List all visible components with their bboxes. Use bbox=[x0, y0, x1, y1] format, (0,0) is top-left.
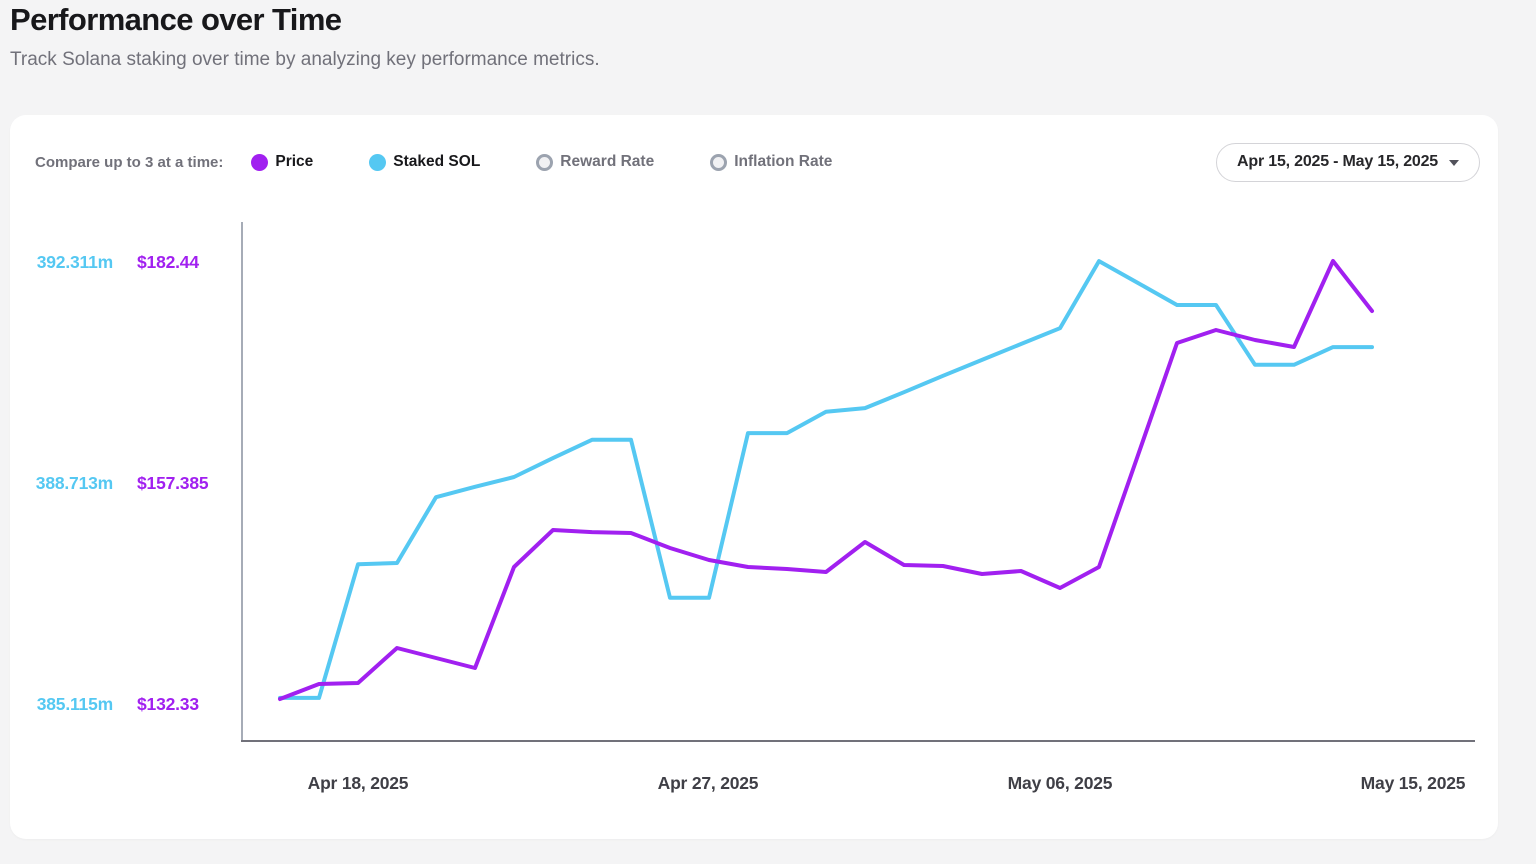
x-tick-apr-27: Apr 27, 2025 bbox=[657, 773, 759, 793]
staked-sol-legend-dot-icon bbox=[369, 153, 387, 171]
x-tick-may-06: May 06, 2025 bbox=[1007, 773, 1113, 793]
line-chart bbox=[241, 222, 1475, 742]
reward-rate-legend-ring-icon bbox=[536, 153, 554, 171]
metric-label-reward-rate: Reward Rate bbox=[560, 153, 655, 170]
y-label-price-max: $182.44 bbox=[137, 252, 199, 272]
metric-toggle-staked-sol[interactable]: Staked SOL bbox=[369, 153, 480, 171]
y-label-staked-max: 392.311m bbox=[36, 252, 113, 272]
metric-toggle-inflation-rate[interactable]: Inflation Rate bbox=[710, 153, 832, 171]
metric-label-staked-sol: Staked SOL bbox=[393, 153, 481, 170]
y-axis-labels-mid: 388.713m $157.385 bbox=[33, 473, 253, 495]
date-range-selector[interactable]: Apr 15, 2025 - May 15, 2025 bbox=[1216, 142, 1480, 182]
chevron-down-icon bbox=[1449, 160, 1459, 166]
staked-sol-line bbox=[278, 259, 1374, 700]
metric-legend: Price Staked SOL Reward Rate Inflation R… bbox=[251, 153, 832, 171]
metric-label-inflation-rate: Inflation Rate bbox=[734, 153, 833, 170]
metric-toggle-reward-rate[interactable]: Reward Rate bbox=[536, 153, 654, 171]
metric-label-price: Price bbox=[275, 153, 314, 170]
x-tick-may-15: May 15, 2025 bbox=[1360, 773, 1466, 793]
date-range-label: Apr 15, 2025 - May 15, 2025 bbox=[1237, 153, 1438, 170]
chart-card: Compare up to 3 at a time: Price Staked … bbox=[10, 115, 1498, 839]
page-title: Performance over Time bbox=[10, 2, 342, 37]
inflation-rate-legend-ring-icon bbox=[710, 153, 728, 171]
page-subtitle: Track Solana staking over time by analyz… bbox=[10, 49, 600, 70]
chart-toolbar: Compare up to 3 at a time: Price Staked … bbox=[35, 142, 1480, 182]
metric-toggle-price[interactable]: Price bbox=[251, 153, 313, 171]
y-axis-labels-bottom: 385.115m $132.33 bbox=[33, 694, 253, 716]
price-line bbox=[278, 259, 1374, 701]
y-label-price-mid: $157.385 bbox=[137, 473, 209, 493]
page-header: Performance over Time Track Solana staki… bbox=[10, 2, 600, 71]
y-label-staked-mid: 388.713m bbox=[35, 473, 113, 493]
y-label-staked-min: 385.115m bbox=[36, 694, 113, 714]
x-tick-apr-18: Apr 18, 2025 bbox=[307, 773, 409, 793]
y-label-price-min: $132.33 bbox=[137, 694, 199, 714]
price-legend-dot-icon bbox=[251, 153, 269, 171]
y-axis-labels-top: 392.311m $182.44 bbox=[33, 252, 253, 274]
compare-label: Compare up to 3 at a time: bbox=[35, 153, 224, 171]
